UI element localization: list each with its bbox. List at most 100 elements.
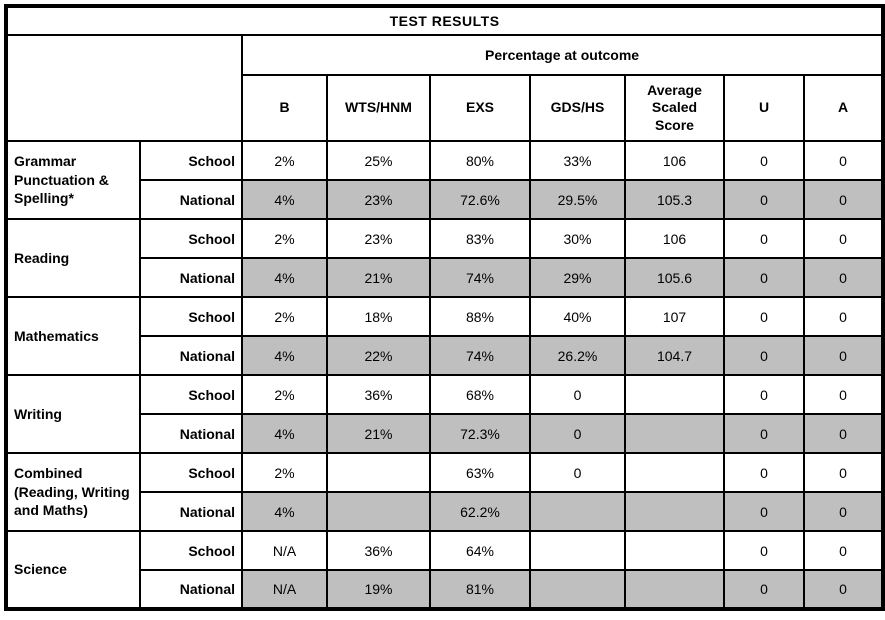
row-label-cell: National bbox=[139, 179, 243, 220]
value-cell: 68% bbox=[429, 374, 531, 415]
value-cell: 0 bbox=[802, 179, 885, 220]
value-cell: 0 bbox=[723, 218, 805, 259]
column-header-cell: EXS bbox=[429, 74, 531, 142]
value-cell: 83% bbox=[429, 218, 531, 259]
value-cell: 74% bbox=[429, 335, 531, 376]
table-row: National 4% 21% 74% 29% 105.6 0 0 bbox=[6, 257, 885, 298]
table-row: Combined (Reading, Writing and Maths) Sch… bbox=[5, 452, 885, 532]
group-header: Percentage at outcome bbox=[240, 34, 885, 76]
value-cell: 0 bbox=[723, 257, 805, 298]
value-cell: 2% bbox=[241, 218, 328, 259]
value-cell: 0 bbox=[723, 296, 805, 337]
value-cell: 23% bbox=[326, 179, 431, 220]
value-cell: 29% bbox=[529, 257, 626, 298]
value-cell: 23% bbox=[326, 218, 431, 259]
table-row: National 4% 21% 72.3% 0 0 0 bbox=[6, 413, 885, 454]
value-cell: 81% bbox=[429, 569, 531, 610]
value-cell: 0 bbox=[802, 491, 885, 532]
value-cell: 0 bbox=[802, 335, 885, 376]
value-cell: 4% bbox=[241, 335, 328, 376]
subject-cell: Grammar Punctuation & Spelling* bbox=[5, 140, 141, 220]
value-cell bbox=[326, 491, 431, 532]
value-cell: 0 bbox=[723, 374, 805, 415]
table-row: National N/A 19% 81% 0 0 bbox=[6, 569, 885, 610]
value-cell bbox=[326, 452, 431, 493]
value-cell: 2% bbox=[241, 374, 328, 415]
value-cell: 0 bbox=[802, 296, 885, 337]
value-cell: 21% bbox=[326, 257, 431, 298]
column-header-cell: GDS/HS bbox=[529, 74, 626, 142]
row-label-cell: National bbox=[139, 569, 243, 610]
table-row: National 4% 62.2% 0 0 bbox=[6, 491, 885, 532]
column-header-row: B WTS/HNM EXS GDS/HS Average Scaled Score U A bbox=[6, 74, 885, 142]
row-label-cell: School bbox=[139, 452, 243, 493]
value-cell bbox=[529, 491, 626, 532]
value-cell: N/A bbox=[241, 530, 328, 571]
value-cell: 29.5% bbox=[529, 179, 626, 220]
value-cell: 105.6 bbox=[624, 257, 725, 298]
value-cell: 0 bbox=[802, 530, 885, 571]
value-cell bbox=[624, 491, 725, 532]
value-cell: 0 bbox=[802, 257, 885, 298]
value-cell bbox=[529, 530, 626, 571]
value-cell bbox=[624, 569, 725, 610]
value-cell: 105.3 bbox=[624, 179, 725, 220]
corner-blank-cell bbox=[5, 34, 243, 142]
subject-cell: Reading bbox=[5, 218, 141, 298]
row-label-cell: National bbox=[139, 491, 243, 532]
table-row: Science School N/A 36% 64% 0 0 bbox=[5, 530, 885, 610]
value-cell: 62.2% bbox=[429, 491, 531, 532]
value-cell: 0 bbox=[802, 374, 885, 415]
value-cell: 0 bbox=[723, 452, 805, 493]
group-header-row: Percentage at outcome bbox=[5, 34, 885, 142]
value-cell: 72.6% bbox=[429, 179, 531, 220]
value-cell: 63% bbox=[429, 452, 531, 493]
value-cell: 4% bbox=[241, 179, 328, 220]
row-label-cell: National bbox=[139, 257, 243, 298]
subject-cell: Mathematics bbox=[5, 296, 141, 376]
value-cell: 40% bbox=[529, 296, 626, 337]
value-cell: 4% bbox=[241, 491, 328, 532]
value-cell: 36% bbox=[326, 530, 431, 571]
value-cell: 33% bbox=[529, 140, 626, 181]
value-cell: 0 bbox=[529, 374, 626, 415]
value-cell: 0 bbox=[723, 569, 805, 610]
row-label-cell: School bbox=[139, 374, 243, 415]
value-cell: 74% bbox=[429, 257, 531, 298]
value-cell: N/A bbox=[241, 569, 328, 610]
table-row: National 4% 22% 74% 26.2% 104.7 0 0 bbox=[6, 335, 885, 376]
value-cell bbox=[624, 413, 725, 454]
value-cell: 0 bbox=[802, 452, 885, 493]
table-row: Mathematics School 2% 18% 88% 40% 107 0 0 bbox=[5, 296, 885, 376]
value-cell: 0 bbox=[529, 452, 626, 493]
row-label-cell: School bbox=[139, 140, 243, 181]
value-cell: 106 bbox=[624, 218, 725, 259]
value-cell bbox=[624, 530, 725, 571]
column-header-cell: WTS/HNM bbox=[326, 74, 431, 142]
value-cell: 30% bbox=[529, 218, 626, 259]
row-label-cell: School bbox=[139, 296, 243, 337]
value-cell: 0 bbox=[802, 569, 885, 610]
value-cell: 106 bbox=[624, 140, 725, 181]
value-cell: 2% bbox=[241, 296, 328, 337]
table-row: Reading School 2% 23% 83% 30% 106 0 0 bbox=[5, 218, 885, 298]
value-cell: 80% bbox=[429, 140, 531, 181]
value-cell: 25% bbox=[326, 140, 431, 181]
value-cell: 2% bbox=[241, 140, 328, 181]
subject-cell: Writing bbox=[5, 374, 141, 454]
subject-cell: Combined (Reading, Writing and Maths) bbox=[5, 452, 141, 532]
value-cell: 26.2% bbox=[529, 335, 626, 376]
column-header-cell: U bbox=[723, 74, 805, 142]
value-cell: 0 bbox=[723, 530, 805, 571]
value-cell: 72.3% bbox=[429, 413, 531, 454]
value-cell: 4% bbox=[241, 257, 328, 298]
value-cell bbox=[624, 452, 725, 493]
value-cell: 0 bbox=[802, 218, 885, 259]
value-cell bbox=[624, 374, 725, 415]
value-cell: 4% bbox=[241, 413, 328, 454]
row-label-cell: School bbox=[139, 218, 243, 259]
table-title: TEST RESULTS bbox=[4, 5, 885, 36]
value-cell: 0 bbox=[802, 140, 885, 181]
value-cell: 19% bbox=[326, 569, 431, 610]
